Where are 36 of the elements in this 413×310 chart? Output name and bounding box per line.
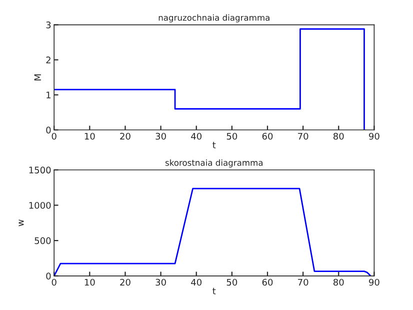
y-axis-title: w [18, 220, 24, 226]
x-tick-label: 10 [84, 132, 95, 140]
x-tick-label: 60 [262, 278, 273, 286]
y-tick-label: 3 [46, 22, 51, 28]
chart-title: skorostnaia diagramma [165, 159, 263, 168]
y-tick-label: 0 [46, 272, 51, 280]
line-series [54, 28, 365, 130]
x-tick-label: 90 [369, 132, 380, 140]
x-tick-label: 20 [120, 132, 130, 140]
x-axis-title: t [212, 288, 216, 294]
x-tick-label: 30 [156, 278, 166, 286]
x-tick-label: 30 [156, 132, 166, 140]
x-tick-label: 90 [369, 278, 380, 286]
x-tick-label: 80 [333, 132, 344, 140]
chart-title: nagruzochnaia diagramma [158, 14, 270, 22]
x-axis-title: t [212, 142, 216, 148]
x-tick-label: 10 [84, 278, 95, 286]
x-tick-label: 0 [52, 278, 56, 286]
x-tick-label: 40 [191, 132, 202, 140]
x-tick-label: 50 [226, 278, 238, 286]
x-tick-label: 20 [120, 278, 130, 286]
x-tick-label: 40 [191, 278, 202, 286]
x-tick-label: 80 [333, 278, 344, 286]
x-tick-label: 0 [52, 132, 56, 140]
x-tick-label: 50 [226, 132, 238, 140]
x-tick-label: 70 [298, 278, 308, 286]
y-tick-label: 0 [46, 126, 51, 134]
y-tick-label: 2 [46, 56, 50, 64]
y-tick-label: 1500 [29, 166, 51, 174]
x-tick-label: 70 [298, 132, 308, 140]
y-tick-label: 500 [34, 237, 51, 244]
line-series [54, 188, 372, 276]
y-axis-title: M [34, 74, 41, 80]
y-tick-label: 1 [46, 92, 50, 98]
y-tick-label: 1000 [29, 202, 51, 209]
x-tick-label: 60 [262, 132, 273, 140]
